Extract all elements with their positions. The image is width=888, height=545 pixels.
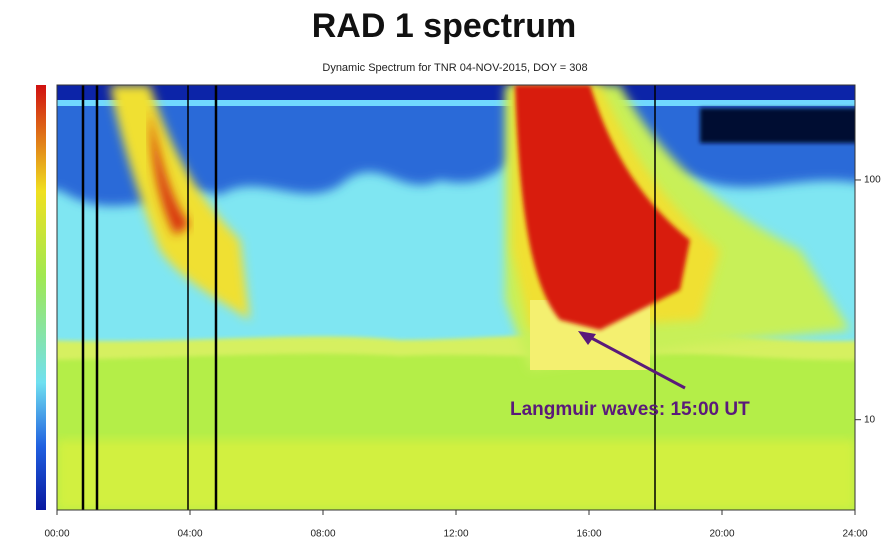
annotation: Langmuir waves: 15:00 UT	[510, 399, 750, 420]
x-tick-label: 12:00	[443, 529, 468, 540]
x-tick-label: 08:00	[310, 529, 335, 540]
x-tick-label: 16:00	[576, 529, 601, 540]
y2-tick-label: 100	[864, 175, 881, 186]
annotation-arrowhead	[578, 331, 596, 345]
colorbar	[36, 85, 46, 510]
annotation-arrow	[581, 331, 686, 390]
chart-title: RAD 1 spectrum	[312, 7, 577, 45]
chart-subtitle: Dynamic Spectrum for TNR 04-NOV-2015, DO…	[322, 62, 587, 74]
x-tick-label: 20:00	[709, 529, 734, 540]
x-tick-label: 24:00	[842, 529, 867, 540]
spectrogram-image	[57, 85, 855, 510]
x-tick-label: 00:00	[44, 529, 69, 540]
y2-tick-label: 10	[864, 414, 876, 425]
x-tick-label: 04:00	[177, 529, 202, 540]
